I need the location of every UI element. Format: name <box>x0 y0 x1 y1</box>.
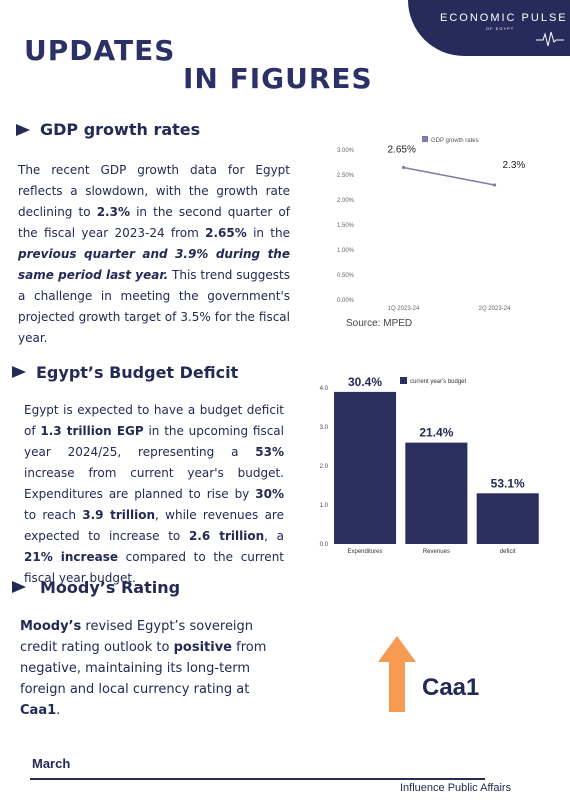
legend-label: GDP growth rates <box>431 138 479 144</box>
gdp-series-line <box>403 166 495 186</box>
page-title-line2: IN FIGURES <box>183 62 373 95</box>
moodys-paragraph: Moody’s revised Egypt’s sovereign credit… <box>20 619 267 718</box>
data-point <box>401 165 406 170</box>
budget-heading: Egypt’s Budget Deficit <box>36 363 239 382</box>
legend-swatch <box>422 136 428 142</box>
moodys-heading: Moody’s Rating <box>40 578 181 597</box>
y-tick-label: 1.00% <box>337 248 355 254</box>
budget-bar-chart: 0.0 1.0 2.0 3.0 4.0 Expenditures Revenues defi… <box>320 375 539 555</box>
y-tick-label: 4.0 <box>320 386 329 392</box>
footer-organization: Influence Public Affairs <box>400 782 512 794</box>
legend-label: current year's budget <box>410 379 467 385</box>
gdp-source: Source: MPED <box>346 318 413 329</box>
arrow-bullet-icon <box>16 124 30 136</box>
x-tick-label: Revenues <box>423 549 450 555</box>
brand-subtitle: OF EGYPT <box>486 26 515 31</box>
x-tick-label: Expenditures <box>348 549 383 555</box>
up-arrow-icon <box>378 636 416 712</box>
y-tick-label: 2.00% <box>337 198 355 204</box>
brand-banner <box>408 0 570 56</box>
y-tick-label: 0.00% <box>337 298 355 304</box>
rating-label: Caa1 <box>422 674 480 701</box>
page-title-line1: UPDATES <box>24 34 176 67</box>
x-tick-label: 1Q 2023-24 <box>388 306 420 312</box>
footer-month: March <box>32 756 71 771</box>
y-tick-label: 1.0 <box>320 503 329 509</box>
gdp-heading: GDP growth rates <box>40 120 201 139</box>
data-label: 2.65% <box>388 145 416 156</box>
x-tick-label: deficit <box>500 549 516 555</box>
heartbeat-line-icon <box>536 31 564 47</box>
budget-paragraph: Egypt is expected to have a budget defic… <box>24 403 285 585</box>
bar <box>476 493 539 544</box>
brand-name: ECONOMIC PULSE <box>440 12 568 24</box>
y-tick-label: 0.50% <box>337 273 355 279</box>
data-label: 21.4% <box>419 426 453 440</box>
data-label: 53.1% <box>491 476 525 490</box>
data-point <box>492 183 497 187</box>
arrow-bullet-icon <box>12 581 26 593</box>
bar <box>405 442 468 544</box>
data-label: 30.4% <box>348 375 382 389</box>
bar <box>334 391 397 544</box>
y-tick-label: 3.00% <box>337 148 355 154</box>
y-tick-label: 2.50% <box>337 173 355 179</box>
y-tick-label: 0.0 <box>320 542 329 548</box>
gdp-line-chart: 0.00% 0.50% 1.00% 1.50% 2.00% 2.50% 3.00% 1Q 2… <box>337 136 526 312</box>
arrow-bullet-icon <box>12 366 26 378</box>
y-tick-label: 1.50% <box>337 223 355 229</box>
legend-swatch <box>400 377 407 384</box>
gdp-paragraph: The recent GDP growth data for Egypt ref… <box>18 163 290 345</box>
y-tick-label: 3.0 <box>320 425 329 431</box>
y-tick-label: 2.0 <box>320 464 329 470</box>
x-tick-label: 2Q 2023-24 <box>479 306 511 312</box>
footer-divider <box>30 778 485 780</box>
data-label: 2.3% <box>503 160 526 171</box>
